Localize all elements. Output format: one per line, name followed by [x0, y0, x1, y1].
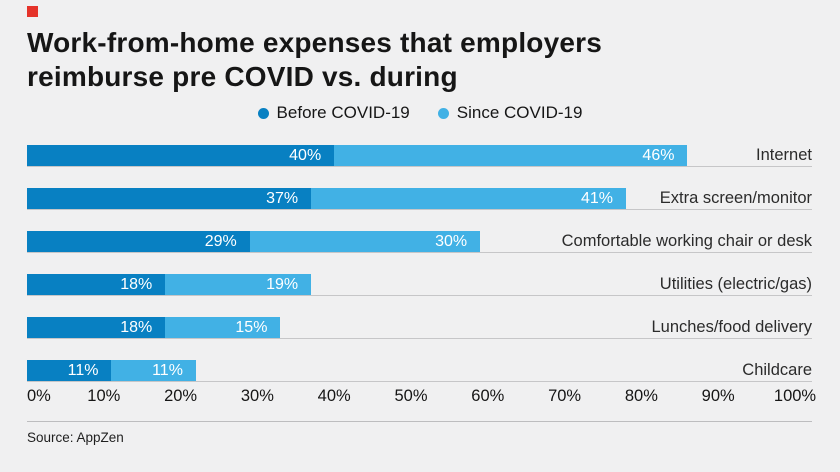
- category-label: Utilities (electric/gas): [659, 275, 812, 293]
- bar-segment: 37%: [27, 188, 312, 209]
- legend-dot-icon: [257, 107, 269, 119]
- chart-title: Work-from-home expenses that employers r…: [27, 26, 602, 94]
- stacked-bar: 37% 41%: [27, 188, 627, 209]
- x-axis-tick: 90%: [701, 387, 735, 405]
- x-axis: 0% 10% 20% 30% 40% 50% 60% 70% 80% 90% 100%: [27, 382, 816, 406]
- bar-value-label: 19%: [266, 275, 299, 293]
- bar-value-label: 11%: [67, 361, 99, 379]
- bar-segment: 29%: [27, 231, 250, 252]
- stacked-bar: 18% 19%: [27, 274, 312, 295]
- category-label: Extra screen/monitor: [659, 189, 812, 207]
- bar-segment: 19%: [165, 274, 312, 295]
- chart-title-line2: reimburse pre COVID vs. during: [27, 61, 458, 92]
- chart-row: 40% 46% Internet: [27, 124, 812, 167]
- chart-row: 11% 11% Childcare: [27, 339, 812, 382]
- chart-row: 37% 41% Extra screen/monitor: [27, 167, 812, 210]
- legend-label: Before COVID-19: [276, 103, 410, 122]
- category-label: Lunches/food delivery: [651, 318, 812, 336]
- bar-value-label: 15%: [235, 318, 268, 336]
- x-axis-tick: 80%: [624, 387, 658, 405]
- x-axis-tick: 0%: [27, 387, 51, 405]
- chart-row: 18% 15% Lunches/food delivery: [27, 296, 812, 339]
- source-divider: [27, 421, 812, 422]
- bar-segment: 15%: [165, 317, 281, 338]
- x-axis-tick: 60%: [471, 387, 505, 405]
- bar-value-label: 46%: [642, 146, 675, 164]
- x-axis-tick: 50%: [394, 387, 428, 405]
- bar-value-label: 37%: [266, 189, 299, 207]
- x-axis-tick: 20%: [164, 387, 198, 405]
- chart-row: 18% 19% Utilities (electric/gas): [27, 253, 812, 296]
- category-label: Internet: [756, 146, 812, 164]
- source-text: Source: AppZen: [27, 430, 124, 445]
- stacked-bar: 40% 46%: [27, 145, 688, 166]
- stacked-bar: 29% 30%: [27, 231, 481, 252]
- bar-value-label: 40%: [289, 146, 322, 164]
- legend-label: Since COVID-19: [456, 103, 583, 122]
- legend-dot-icon: [437, 107, 449, 119]
- bar-value-label: 29%: [204, 232, 237, 250]
- chart-rows: 40% 46% Internet 37% 41% Extra screen/monitor…: [27, 124, 812, 382]
- bar-segment: 40%: [27, 145, 335, 166]
- legend-item: Before COVID-19: [257, 103, 410, 123]
- legend-item: Since COVID-19: [437, 103, 583, 123]
- x-axis-tick: 100%: [773, 387, 817, 405]
- brand-accent-square: [27, 6, 38, 17]
- stacked-bar: 11% 11%: [27, 360, 196, 381]
- bar-value-label: 41%: [581, 189, 614, 207]
- chart-row: 29% 30% Comfortable working chair or desk: [27, 210, 812, 253]
- bar-segment: 30%: [249, 231, 481, 252]
- bar-segment: 41%: [311, 188, 627, 209]
- category-label: Comfortable working chair or desk: [561, 232, 812, 250]
- bar-segment: 11%: [27, 360, 112, 381]
- bar-segment: 46%: [334, 145, 688, 166]
- bar-value-label: 18%: [120, 318, 153, 336]
- bar-segment: 18%: [27, 317, 166, 338]
- chart-title-line1: Work-from-home expenses that employers: [27, 27, 603, 58]
- x-axis-tick: 10%: [87, 387, 121, 405]
- x-axis-tick: 30%: [240, 387, 274, 405]
- category-label: Childcare: [742, 361, 812, 379]
- x-axis-tick: 70%: [548, 387, 582, 405]
- bar-value-label: 18%: [120, 275, 153, 293]
- legend: Before COVID-19 Since COVID-19: [0, 103, 840, 123]
- bar-segment: 18%: [27, 274, 166, 295]
- bar-value-label: 11%: [152, 361, 183, 379]
- bar-segment: 11%: [111, 360, 196, 381]
- stacked-bar: 18% 15%: [27, 317, 281, 338]
- x-axis-tick: 40%: [317, 387, 351, 405]
- bar-value-label: 30%: [435, 232, 468, 250]
